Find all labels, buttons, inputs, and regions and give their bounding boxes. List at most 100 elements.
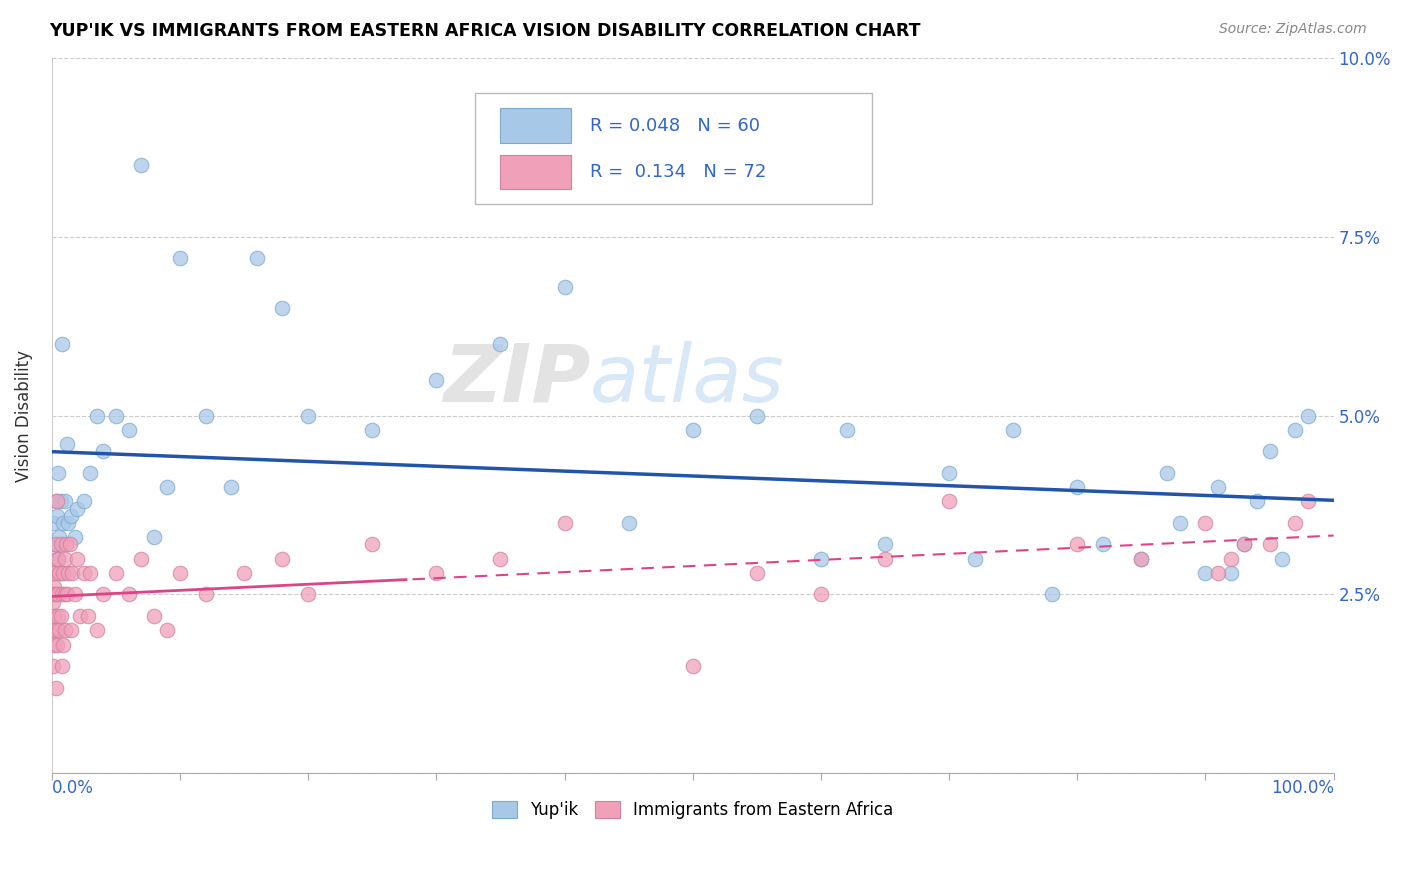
Point: [156, 624, 179, 638]
Text: YUP'IK VS IMMIGRANTS FROM EASTERN AFRICA VISION DISABILITY CORRELATION CHART: YUP'IK VS IMMIGRANTS FROM EASTERN AFRICA…: [49, 22, 921, 40]
Point: [45, 494, 67, 508]
Point: [425, 566, 447, 580]
Point: [53, 587, 76, 601]
Point: [45, 624, 67, 638]
Point: [44, 587, 66, 601]
Point: [1130, 551, 1153, 566]
Point: [104, 409, 127, 423]
Point: [49, 609, 72, 624]
Point: [118, 423, 141, 437]
Point: [58, 516, 80, 530]
Point: [271, 551, 294, 566]
Point: [79, 566, 101, 580]
Point: [1066, 480, 1088, 494]
Point: [745, 566, 768, 580]
Point: [46, 551, 69, 566]
Point: [51, 337, 73, 351]
Point: [1040, 587, 1063, 601]
FancyBboxPatch shape: [501, 155, 571, 189]
Point: [219, 480, 242, 494]
Point: [1271, 551, 1294, 566]
Point: [42, 516, 65, 530]
Text: 100.0%: 100.0%: [1271, 779, 1334, 797]
Point: [617, 516, 640, 530]
Point: [361, 423, 384, 437]
Point: [55, 537, 77, 551]
FancyBboxPatch shape: [501, 109, 571, 143]
Point: [46, 609, 69, 624]
Point: [1066, 537, 1088, 551]
Point: [143, 609, 166, 624]
Point: [44, 537, 66, 551]
Text: ZIP: ZIP: [443, 341, 591, 418]
Point: [46, 587, 69, 601]
Point: [86, 624, 108, 638]
Point: [1284, 423, 1306, 437]
Point: [194, 409, 217, 423]
Point: [1220, 566, 1243, 580]
Point: [246, 251, 269, 265]
Point: [45, 551, 67, 566]
Point: [73, 566, 96, 580]
Point: [44, 566, 66, 580]
Text: R = 0.048   N = 60: R = 0.048 N = 60: [591, 117, 761, 135]
Point: [169, 251, 191, 265]
Point: [489, 551, 512, 566]
Text: Source: ZipAtlas.com: Source: ZipAtlas.com: [1219, 22, 1367, 37]
Legend: Yup'ik, Immigrants from Eastern Africa: Yup'ik, Immigrants from Eastern Africa: [485, 795, 900, 826]
Point: [489, 337, 512, 351]
Text: R =  0.134   N = 72: R = 0.134 N = 72: [591, 163, 766, 181]
Point: [56, 437, 79, 451]
Point: [810, 551, 832, 566]
Point: [1002, 423, 1025, 437]
Point: [169, 566, 191, 580]
Point: [73, 494, 96, 508]
Point: [45, 508, 67, 523]
Point: [69, 609, 91, 624]
Point: [45, 587, 67, 601]
Point: [233, 566, 256, 580]
Point: [1246, 494, 1268, 508]
Point: [873, 551, 896, 566]
Point: [553, 516, 575, 530]
Point: [49, 494, 72, 508]
Point: [271, 301, 294, 316]
Point: [51, 587, 73, 601]
Point: [58, 566, 80, 580]
Point: [131, 551, 153, 566]
Point: [76, 609, 98, 624]
Point: [86, 409, 108, 423]
Point: [1206, 566, 1229, 580]
Point: [59, 508, 82, 523]
Point: [873, 537, 896, 551]
Point: [45, 494, 67, 508]
Point: [1233, 537, 1256, 551]
Point: [553, 279, 575, 293]
Point: [53, 494, 76, 508]
Point: [297, 587, 319, 601]
Point: [91, 587, 114, 601]
Point: [425, 373, 447, 387]
Point: [1168, 516, 1191, 530]
Point: [745, 409, 768, 423]
Point: [59, 624, 82, 638]
Point: [682, 659, 704, 673]
Point: [1206, 480, 1229, 494]
Point: [63, 587, 86, 601]
Point: [45, 537, 67, 551]
Point: [1258, 444, 1281, 458]
Point: [44, 638, 66, 652]
Point: [1284, 516, 1306, 530]
Point: [1194, 566, 1216, 580]
Point: [156, 480, 179, 494]
Point: [63, 530, 86, 544]
Point: [1233, 537, 1256, 551]
Point: [45, 638, 67, 652]
Point: [51, 659, 73, 673]
Point: [194, 587, 217, 601]
Point: [48, 624, 70, 638]
Point: [52, 566, 75, 580]
Point: [104, 566, 127, 580]
Point: [810, 587, 832, 601]
Point: [1156, 466, 1178, 480]
